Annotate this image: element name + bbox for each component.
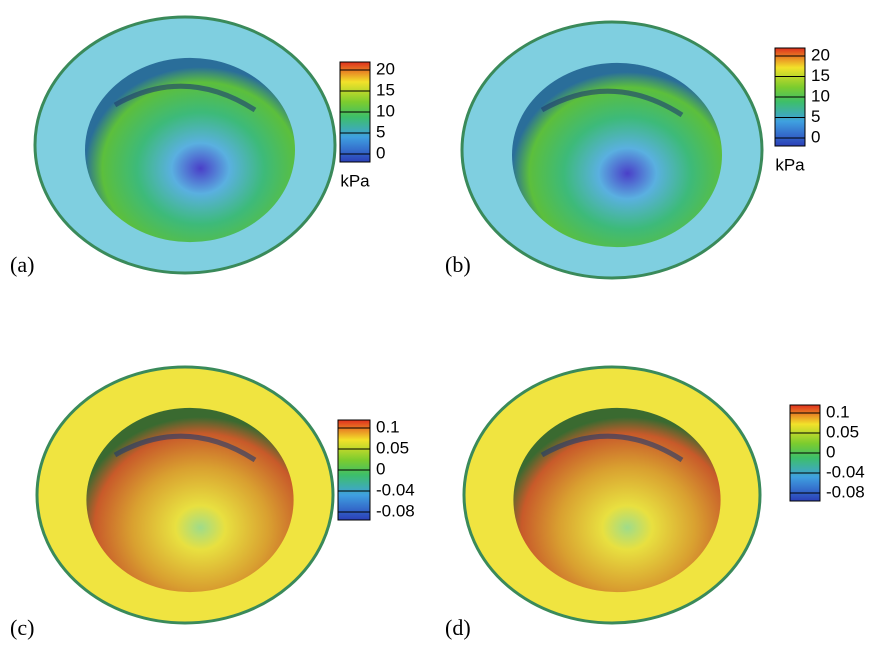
colorbar-tick-label: 5 bbox=[376, 122, 385, 141]
colorbar-tick-label: 15 bbox=[376, 80, 395, 99]
heart-fold bbox=[540, 433, 684, 463]
colorbar-tick-label: 10 bbox=[811, 86, 830, 105]
colorbar-tick-label: -0.08 bbox=[376, 501, 415, 520]
panel: (c) 0.1 0.05 0 -0.04 -0.08 bbox=[10, 365, 415, 640]
colorbar-tick-label: 5 bbox=[811, 107, 820, 126]
colorbar-tick-label: -0.08 bbox=[826, 482, 865, 501]
colorbar-unit: kPa bbox=[340, 171, 370, 190]
colorbar-unit: kPa bbox=[775, 155, 805, 174]
panel: (d) 0.10.050-0.04-0.08 bbox=[445, 365, 865, 640]
colorbar-tick-label: 0 bbox=[826, 442, 835, 461]
heart-fold bbox=[113, 83, 257, 113]
colorbar-tick-label: 0.05 bbox=[826, 422, 859, 441]
colorbar-tick-label: 20 bbox=[376, 59, 395, 78]
colorbar-tick-label: 10 bbox=[376, 101, 395, 120]
colorbar-tick-label: 0 bbox=[376, 459, 385, 478]
colorbar-tick-label: 0.05 bbox=[376, 438, 409, 457]
heart-fold bbox=[540, 88, 684, 118]
heart-fold bbox=[113, 433, 257, 463]
panel: (a) 20 15 10 5 0 kPa bbox=[10, 15, 395, 277]
panel-label: (d) bbox=[445, 615, 471, 640]
colorbar-tick-label: 0.1 bbox=[826, 402, 850, 421]
panel-label: (b) bbox=[445, 252, 471, 277]
panels: (a)20151050kPa(b)20151050kPa(c)0.10.050-… bbox=[10, 15, 865, 640]
colorbar-tick-label: -0.04 bbox=[376, 480, 415, 499]
colorbar-tick-label: 0.1 bbox=[376, 417, 400, 436]
panel-label: (a) bbox=[10, 252, 34, 277]
colorbar-tick-label: 15 bbox=[811, 66, 830, 85]
colorbar-tick-label: -0.04 bbox=[826, 462, 865, 481]
colorbar-tick-label: 0 bbox=[376, 143, 385, 162]
panel-label: (c) bbox=[10, 615, 34, 640]
colorbar-tick-label: 20 bbox=[811, 45, 830, 64]
colorbar-tick-label: 0 bbox=[811, 127, 820, 146]
